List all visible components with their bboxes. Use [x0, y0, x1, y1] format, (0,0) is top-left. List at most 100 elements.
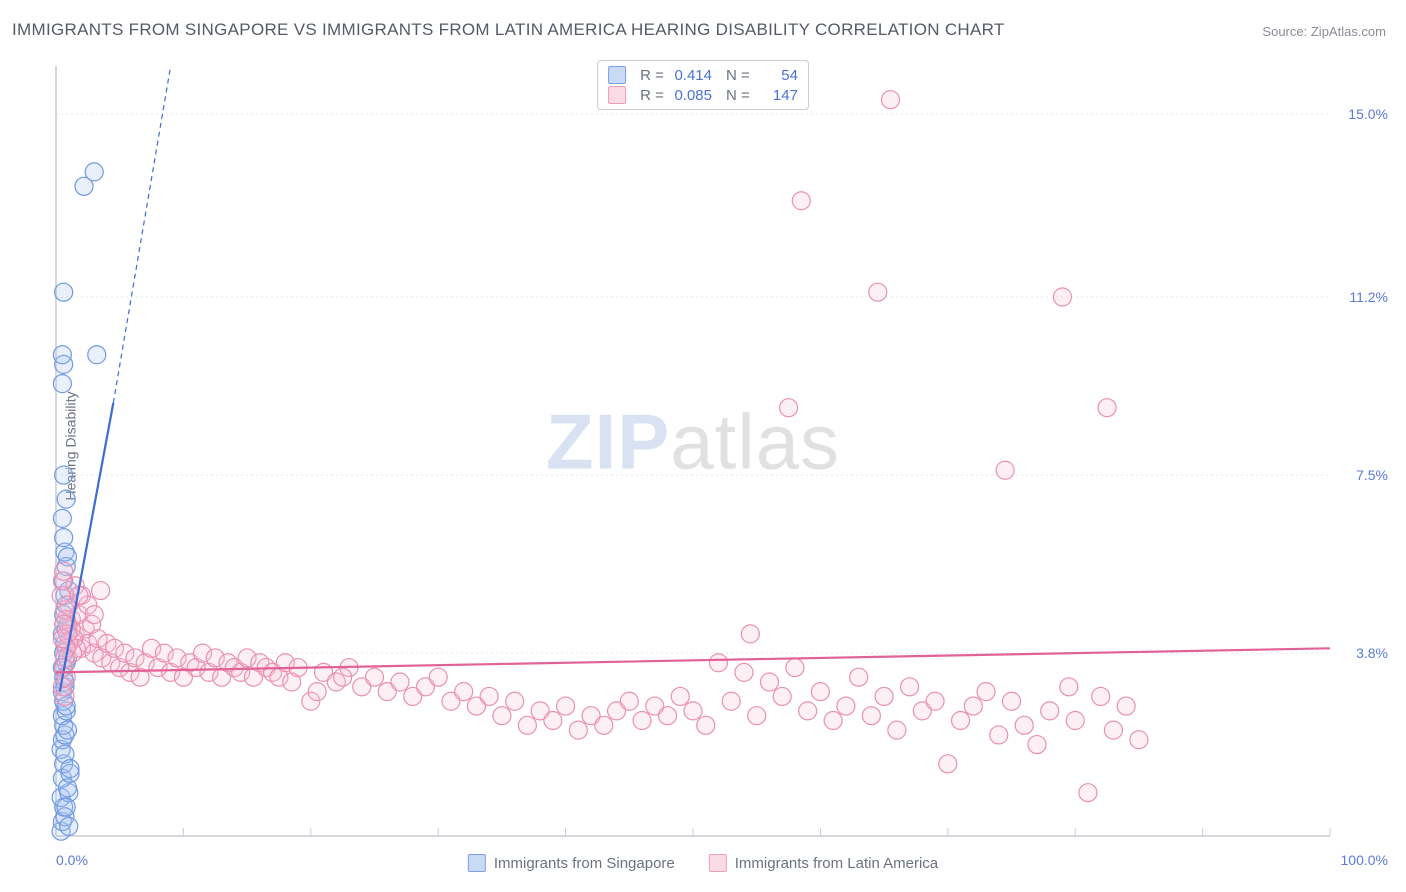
data-point	[850, 668, 868, 686]
legend-stats-row-latin: R = 0.085 N = 147	[608, 85, 798, 105]
data-point	[792, 192, 810, 210]
legend-series: Immigrants from Singapore Immigrants fro…	[468, 854, 938, 872]
data-point	[569, 721, 587, 739]
data-point	[881, 91, 899, 109]
data-point	[1003, 692, 1021, 710]
data-point	[480, 687, 498, 705]
data-point	[901, 678, 919, 696]
y-axis-tick: 11.2%	[1349, 289, 1388, 305]
legend-label-latin: Immigrants from Latin America	[735, 855, 938, 872]
data-point	[1117, 697, 1135, 715]
data-point	[544, 712, 562, 730]
n-value-latin: 147	[754, 87, 798, 104]
data-point	[939, 755, 957, 773]
data-point	[1079, 784, 1097, 802]
data-point	[741, 625, 759, 643]
source-label: Source:	[1262, 24, 1307, 39]
trend-line-extrapolated	[113, 66, 170, 403]
data-point	[837, 697, 855, 715]
data-point	[55, 529, 73, 547]
x-axis-tick: 0.0%	[56, 852, 88, 868]
data-point	[334, 668, 352, 686]
data-point	[671, 687, 689, 705]
data-point	[85, 606, 103, 624]
data-point	[308, 683, 326, 701]
data-point	[429, 668, 447, 686]
data-point	[391, 673, 409, 691]
source-name: ZipAtlas.com	[1311, 24, 1386, 39]
source-attribution: Source: ZipAtlas.com	[1262, 24, 1386, 39]
data-point	[57, 490, 75, 508]
n-label: N =	[726, 67, 750, 84]
data-point	[748, 707, 766, 725]
data-point	[455, 683, 473, 701]
scatter-plot	[50, 60, 1336, 842]
data-point	[506, 692, 524, 710]
data-point	[620, 692, 638, 710]
data-point	[862, 707, 880, 725]
data-point	[633, 712, 651, 730]
data-point	[824, 712, 842, 730]
data-point	[869, 283, 887, 301]
data-point	[92, 582, 110, 600]
chart-title: IMMIGRANTS FROM SINGAPORE VS IMMIGRANTS …	[12, 20, 1005, 40]
data-point	[926, 692, 944, 710]
data-point	[61, 760, 79, 778]
data-point	[697, 716, 715, 734]
data-point	[56, 687, 74, 705]
data-point	[57, 798, 75, 816]
data-point	[996, 461, 1014, 479]
data-point	[1092, 687, 1110, 705]
n-label: N =	[726, 87, 750, 104]
data-point	[659, 707, 677, 725]
data-point	[366, 668, 384, 686]
r-value-latin: 0.085	[668, 87, 712, 104]
legend-label-singapore: Immigrants from Singapore	[494, 855, 675, 872]
data-point	[1053, 288, 1071, 306]
data-point	[58, 721, 76, 739]
data-point	[760, 673, 778, 691]
swatch-singapore	[468, 854, 486, 872]
data-point	[55, 283, 73, 301]
data-point	[1015, 716, 1033, 734]
data-point	[518, 716, 536, 734]
x-axis-tick: 100.0%	[1341, 852, 1388, 868]
y-axis-tick: 15.0%	[1348, 106, 1388, 122]
data-point	[1130, 731, 1148, 749]
swatch-latin	[709, 854, 727, 872]
data-point	[55, 466, 73, 484]
data-point	[811, 683, 829, 701]
swatch-singapore	[608, 66, 626, 84]
data-point	[1098, 399, 1116, 417]
data-point	[977, 683, 995, 701]
data-point	[1041, 702, 1059, 720]
data-point	[773, 687, 791, 705]
data-point	[952, 712, 970, 730]
data-point	[85, 163, 103, 181]
n-value-singapore: 54	[754, 67, 798, 84]
data-point	[595, 716, 613, 734]
data-point	[684, 702, 702, 720]
legend-stats-row-singapore: R = 0.414 N = 54	[608, 65, 798, 85]
data-point	[799, 702, 817, 720]
data-point	[735, 663, 753, 681]
y-axis-tick: 3.8%	[1356, 645, 1388, 661]
data-point	[888, 721, 906, 739]
data-point	[60, 817, 78, 835]
data-point	[1060, 678, 1078, 696]
data-point	[1066, 712, 1084, 730]
data-point	[88, 346, 106, 364]
data-point	[990, 726, 1008, 744]
r-value-singapore: 0.414	[668, 67, 712, 84]
data-point	[53, 346, 71, 364]
legend-item-singapore: Immigrants from Singapore	[468, 854, 675, 872]
r-label: R =	[640, 87, 664, 104]
data-point	[722, 692, 740, 710]
data-point	[709, 654, 727, 672]
data-point	[53, 375, 71, 393]
data-point	[557, 697, 575, 715]
swatch-latin	[608, 86, 626, 104]
data-point	[875, 687, 893, 705]
r-label: R =	[640, 67, 664, 84]
y-axis-tick: 7.5%	[1356, 467, 1388, 483]
